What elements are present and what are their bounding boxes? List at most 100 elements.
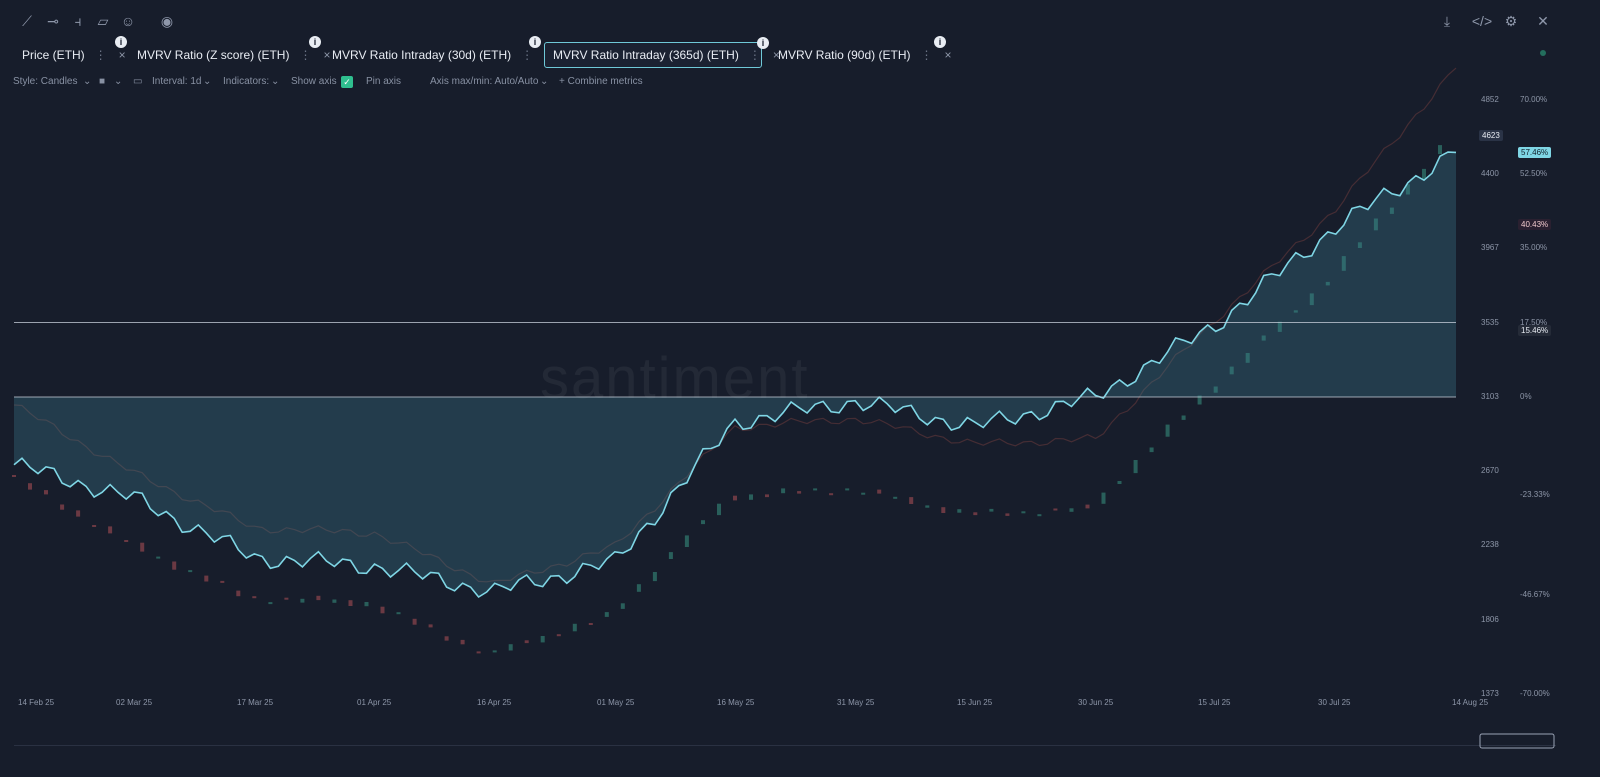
pin-axis-button[interactable]: Pin axis [366,76,402,87]
price-candle [108,526,113,534]
price-candle [204,575,209,582]
tab-close-icon[interactable]: × [944,48,952,62]
chevron-down-icon[interactable]: ⌄ [540,76,549,87]
tab-info-icon[interactable]: i [529,36,541,48]
price-candle [1213,386,1218,393]
x-axis-label: 30 Jul 25 [1318,698,1351,707]
price-candle [1085,504,1090,509]
axis-maxmin-select[interactable]: Axis max/min: Auto/Auto [430,76,539,87]
tab-menu-icon[interactable]: ⋮ [920,48,933,62]
tab-info-icon[interactable]: i [757,37,769,49]
note-icon[interactable]: ▱ [97,13,109,29]
price-candle [636,584,641,592]
color-square-icon[interactable]: ■ [99,76,106,87]
price-candle [252,596,257,599]
chevron-down-icon[interactable]: ⌄ [203,76,212,87]
mvrv-value-pill: 57.46% [1518,147,1552,158]
tab-menu-icon[interactable]: ⋮ [521,48,534,62]
trend-line-icon[interactable]: ⟋ [22,13,32,29]
price-candle [1357,242,1362,248]
percent-axis-label: 0% [1520,392,1532,401]
price-candle [348,600,353,606]
tab-mvrv-30d[interactable]: MVRV Ratio Intraday (30d) (ETH) ⋮ × i [324,36,552,68]
price-candle [620,603,625,609]
style-select[interactable]: Style: Candles [13,76,78,87]
percent-axis-label: 70.00% [1520,95,1548,104]
x-axis-label: 30 Jun 25 [1078,698,1114,707]
price-candle [1037,514,1042,517]
price-candle [140,542,145,552]
price-candle [1245,353,1250,363]
price-pill: 4623 [1479,130,1503,141]
chevron-down-icon[interactable]: ⌄ [271,76,280,87]
vertical-line-icon[interactable]: ⫞ [74,13,82,29]
price-candle [1165,424,1170,437]
price-candle [701,520,705,525]
eye-icon[interactable]: ◉ [160,13,174,29]
price-candle [572,623,577,632]
price-candle [524,640,529,644]
tab-info-icon[interactable]: i [115,36,127,48]
tab-menu-icon[interactable]: ⋮ [94,48,107,62]
emoji-icon[interactable]: ☺ [120,13,136,29]
price-candle [1373,218,1378,231]
combine-metrics-button[interactable]: + Combine metrics [559,76,643,87]
price-candle [428,624,433,628]
chevron-down-icon[interactable]: ⌄ [83,76,92,87]
price-candle [733,495,737,501]
price-axis-label: 1373 [1481,689,1499,698]
tab-close-icon[interactable]: × [772,48,780,62]
price-candle [845,488,850,491]
tab-menu-icon[interactable]: ⋮ [299,48,312,62]
x-axis-label: 16 May 25 [717,698,755,707]
percent-axis-label: -46.67% [1520,590,1550,599]
mvrv-series-line [13,151,1457,599]
price-candle [1422,168,1426,180]
tab-mvrv-90d[interactable]: MVRV Ratio (90d) (ETH) ⋮ × i [770,36,952,68]
x-axis-label: 15 Jun 25 [957,698,993,707]
price-axis-label: 3967 [1481,243,1499,252]
price-candle [1229,366,1234,375]
price-candle [1405,184,1410,195]
tab-price[interactable]: Price (ETH) ⋮ × i [14,36,127,68]
tab-label: Price (ETH) [22,48,85,62]
chevron-down-icon[interactable]: ⌄ [114,76,123,87]
price-candle [829,493,834,496]
download-icon[interactable]: ⤓ [1443,13,1451,29]
price-candle [60,504,65,510]
price-candle [941,507,946,513]
tab-mvrv-365d[interactable]: MVRV Ratio Intraday (365d) (ETH) ⋮ × i [544,37,780,68]
price-candle [861,492,866,495]
price-candle [1197,395,1202,405]
price-candle [460,639,465,645]
tab-info-icon[interactable]: i [309,36,321,48]
x-axis-label: 14 Feb 25 [18,698,55,707]
interval-select[interactable]: Interval: 1d [152,76,202,87]
settings-icon[interactable]: ⚙ [1504,13,1518,29]
price-candle [1149,447,1154,453]
tab-menu-icon[interactable]: ⋮ [748,48,761,62]
price-candle [412,618,417,625]
time-navigator[interactable] [14,732,1556,750]
horizontal-line-icon[interactable]: ⊸ [47,13,59,29]
price-candle [1309,293,1314,306]
price-axis-label: 2670 [1481,466,1499,475]
indicators-select[interactable]: Indicators: [223,76,270,87]
price-candle [797,491,802,494]
price-candle [1021,511,1026,514]
tab-close-icon[interactable]: × [118,48,126,62]
price-candle [1117,481,1122,484]
price-candle [668,552,673,559]
price-candle [300,598,305,603]
price-axis-label: 4852 [1481,95,1499,104]
mvrv-area-fill [14,152,1456,597]
tab-close-icon[interactable]: × [323,48,331,62]
tab-mvrv-zscore[interactable]: MVRV Ratio (Z score) (ETH) ⋮ × i [129,36,330,68]
show-axis-checkbox[interactable]: ✓ [341,76,353,88]
code-icon[interactable]: </> [1471,13,1493,29]
price-candle [380,606,385,614]
tab-info-icon[interactable]: i [934,36,946,48]
close-icon[interactable]: ✕ [1537,13,1549,29]
price-candle [220,580,225,583]
